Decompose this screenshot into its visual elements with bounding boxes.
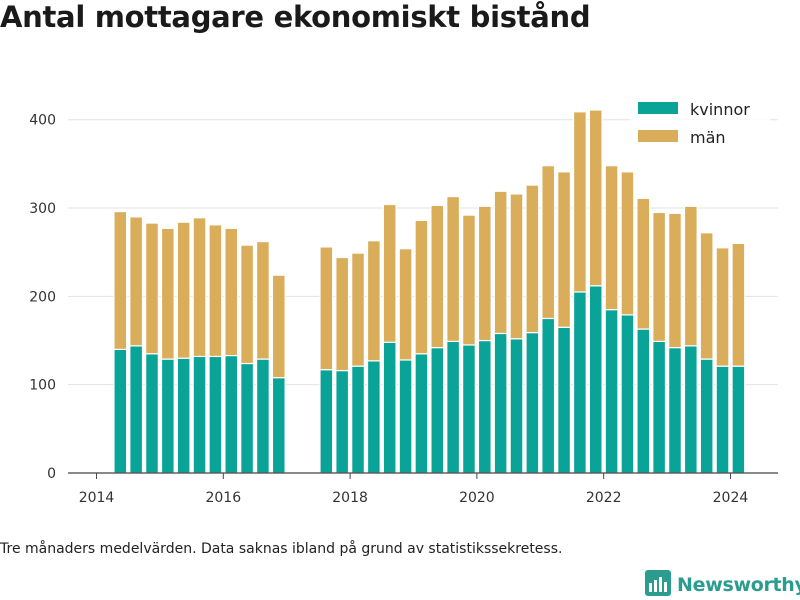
bar-kvinnor xyxy=(636,328,651,474)
bar-kvinnor xyxy=(572,291,587,474)
legend-swatch-kvinnor xyxy=(638,102,678,114)
bar-män xyxy=(351,252,365,367)
bar-män xyxy=(731,242,746,367)
bar-kvinnor xyxy=(557,326,571,474)
bar-män xyxy=(240,244,255,365)
bar-män xyxy=(652,211,667,343)
bar-män xyxy=(192,217,207,358)
bar-män xyxy=(493,190,508,335)
x-tick-label: 2016 xyxy=(205,490,241,506)
bar-kvinnor xyxy=(731,365,746,474)
chart-title: Antal mottagare ekonomiskt bistånd xyxy=(0,0,591,34)
y-tick-label: 200 xyxy=(29,289,56,305)
legend-swatch-män xyxy=(638,130,678,142)
legend-label: män xyxy=(690,128,726,147)
bar-män xyxy=(382,203,397,343)
bar-kvinnor xyxy=(129,345,144,474)
bar-män xyxy=(699,232,714,360)
bar-kvinnor xyxy=(620,314,635,474)
bar-kvinnor xyxy=(541,317,556,474)
bar-kvinnor xyxy=(271,377,286,474)
bar-kvinnor xyxy=(255,358,270,474)
bar-män xyxy=(477,205,492,342)
bar-män xyxy=(366,240,381,362)
bar-män xyxy=(224,227,239,357)
x-tick-label: 2022 xyxy=(586,490,622,506)
bar-män xyxy=(588,109,603,287)
bar-kvinnor xyxy=(224,354,239,474)
x-tick-label: 2020 xyxy=(459,490,495,506)
bar-män xyxy=(271,274,286,379)
bar-män xyxy=(541,165,556,320)
bar-kvinnor xyxy=(382,341,397,474)
bar-kvinnor xyxy=(398,359,413,474)
bar-män xyxy=(604,165,619,311)
bar-kvinnor xyxy=(509,338,524,474)
bar-män xyxy=(446,195,461,343)
brand-name: Newsworthy xyxy=(677,574,800,596)
chart-caption: Tre månaders medelvärden. Data saknas ib… xyxy=(0,541,563,557)
bar-kvinnor xyxy=(145,353,159,474)
bar-kvinnor xyxy=(160,358,175,474)
bar-män xyxy=(208,224,223,358)
y-tick-label: 0 xyxy=(47,466,56,482)
bar-män xyxy=(176,221,191,359)
bar-kvinnor xyxy=(446,340,461,474)
bar-kvinnor xyxy=(462,344,476,474)
bar-kvinnor xyxy=(525,331,540,474)
bar-kvinnor xyxy=(414,353,429,474)
bar-män xyxy=(620,171,635,316)
bar-män xyxy=(572,111,587,293)
bar-män xyxy=(129,216,144,347)
bar-män xyxy=(430,204,445,349)
bar-kvinnor xyxy=(493,332,508,474)
bar-män xyxy=(683,205,698,347)
bar-kvinnor xyxy=(588,285,603,474)
bar-kvinnor xyxy=(113,348,128,474)
bar-män xyxy=(255,241,270,360)
bar-kvinnor xyxy=(652,340,667,474)
bar-män xyxy=(335,256,350,372)
bar-kvinnor xyxy=(208,355,223,474)
bar-män xyxy=(398,248,413,361)
legend-label: kvinnor xyxy=(690,100,750,119)
bar-män xyxy=(509,193,524,340)
bar-män xyxy=(319,246,334,371)
x-tick-label: 2018 xyxy=(332,490,368,506)
bar-kvinnor xyxy=(430,346,445,474)
y-tick-label: 100 xyxy=(29,378,56,394)
bar-kvinnor xyxy=(351,365,365,474)
x-tick-label: 2014 xyxy=(79,490,115,506)
x-tick-label: 2024 xyxy=(713,490,749,506)
bar-män xyxy=(113,210,128,350)
bar-kvinnor xyxy=(477,339,492,474)
bar-kvinnor xyxy=(192,355,207,474)
bar-kvinnor xyxy=(683,345,698,474)
bar-män xyxy=(160,227,175,360)
bar-kvinnor xyxy=(604,309,619,474)
bar-män xyxy=(462,214,476,346)
bar-kvinnor xyxy=(699,358,714,474)
bar-kvinnor xyxy=(335,369,350,474)
bar-män xyxy=(414,219,429,355)
bar-män xyxy=(557,171,571,328)
stacked-bar-chart: 0 100 200 300 400 2014 2016 2018 2020 2022 2024 kvi… xyxy=(29,100,778,506)
bar-män xyxy=(525,184,540,334)
bar-män xyxy=(668,212,682,349)
bar-kvinnor xyxy=(366,360,381,474)
bar-kvinnor xyxy=(668,346,682,474)
y-tick-label: 300 xyxy=(29,201,56,217)
bar-män xyxy=(715,247,730,367)
bar-kvinnor xyxy=(240,362,255,474)
bar-kvinnor xyxy=(176,357,191,474)
bar-män xyxy=(636,197,651,330)
bar-män xyxy=(145,222,159,355)
newsworthy-logo[interactable]: Newsworthy xyxy=(645,570,800,600)
bar-kvinnor xyxy=(715,365,730,474)
bar-kvinnor xyxy=(319,369,334,474)
y-tick-label: 400 xyxy=(29,113,56,129)
bar-chart-logo-icon xyxy=(645,570,671,600)
